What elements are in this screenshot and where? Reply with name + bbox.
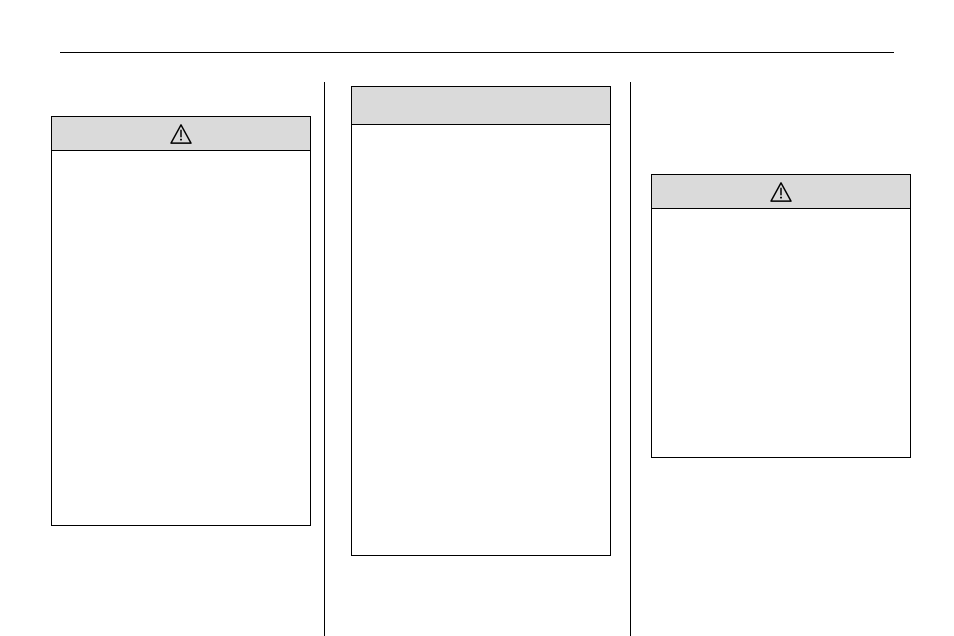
top-rule [60, 52, 894, 53]
column-1 [36, 80, 326, 636]
callout-box-3-header [652, 175, 910, 209]
column-3 [636, 80, 926, 636]
callout-box-2-header [352, 87, 610, 125]
callout-box-3 [651, 174, 911, 458]
callout-box-1-header [52, 117, 310, 151]
warning-triangle-icon [170, 124, 192, 144]
callout-box-1-body [52, 151, 310, 163]
callout-box-3-body [652, 209, 910, 221]
column-2 [336, 80, 626, 636]
column-separator-2 [630, 82, 631, 636]
page [0, 0, 954, 636]
callout-box-2-body [352, 125, 610, 137]
callout-box-2 [351, 86, 611, 556]
warning-triangle-icon [770, 182, 792, 202]
callout-box-1 [51, 116, 311, 526]
